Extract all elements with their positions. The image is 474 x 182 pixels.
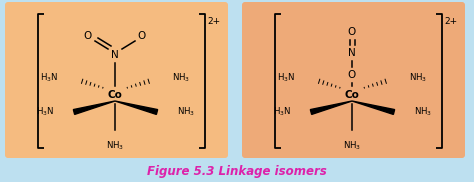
Text: Co: Co [345, 90, 359, 100]
Text: NH$_3$: NH$_3$ [172, 72, 190, 84]
Text: 2+: 2+ [207, 17, 220, 26]
Text: 2+: 2+ [444, 17, 457, 26]
Text: NH$_3$: NH$_3$ [177, 106, 195, 118]
Text: O: O [84, 31, 92, 41]
Text: NH$_3$: NH$_3$ [106, 140, 124, 153]
Text: N: N [111, 50, 119, 60]
Text: NH$_3$: NH$_3$ [414, 106, 432, 118]
Text: NH$_3$: NH$_3$ [343, 140, 361, 153]
Text: O: O [348, 70, 356, 80]
Text: O: O [138, 31, 146, 41]
Text: Co: Co [108, 90, 122, 100]
Text: NH$_3$: NH$_3$ [409, 72, 427, 84]
Text: N: N [348, 48, 356, 58]
Polygon shape [73, 101, 115, 114]
Text: O: O [348, 27, 356, 37]
Polygon shape [352, 101, 395, 114]
Text: H$_3$N: H$_3$N [40, 72, 58, 84]
Text: H$_3$N: H$_3$N [277, 72, 295, 84]
Polygon shape [115, 101, 158, 114]
Text: Figure 5.3 Linkage isomers: Figure 5.3 Linkage isomers [147, 165, 327, 177]
Text: H$_3$N: H$_3$N [36, 106, 54, 118]
Polygon shape [310, 101, 352, 114]
Text: H$_3$N: H$_3$N [273, 106, 291, 118]
FancyBboxPatch shape [5, 2, 228, 158]
FancyBboxPatch shape [242, 2, 465, 158]
